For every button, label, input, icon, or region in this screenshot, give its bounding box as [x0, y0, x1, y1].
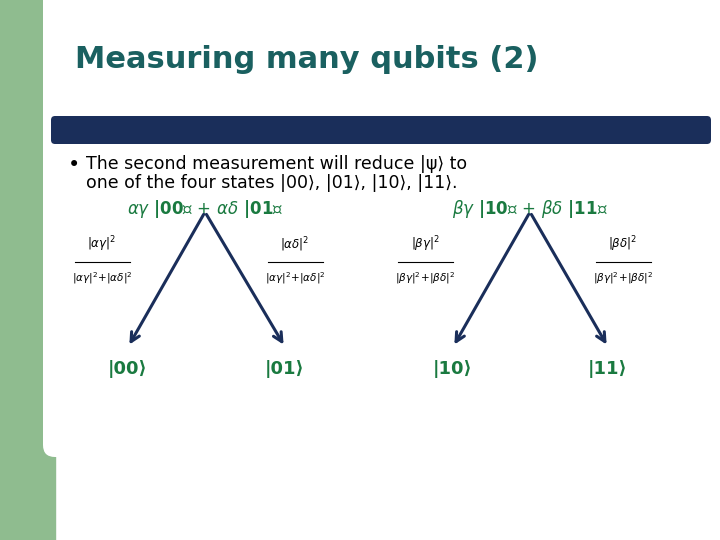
Text: |00⟩: |00⟩	[108, 360, 148, 378]
Text: |10⟩: |10⟩	[433, 360, 473, 378]
Text: Measuring many qubits (2): Measuring many qubits (2)	[75, 45, 539, 75]
Text: $|\alpha\gamma|^2$: $|\alpha\gamma|^2$	[87, 234, 117, 254]
Text: $|\alpha\gamma|^2\!+\!|\alpha\delta|^2$: $|\alpha\gamma|^2\!+\!|\alpha\delta|^2$	[72, 270, 132, 286]
Bar	[0, 0, 55, 540]
Text: The second measurement will reduce |ψ⟩ to: The second measurement will reduce |ψ⟩ t…	[86, 155, 467, 173]
Text: $|\beta\gamma|^2\!+\!|\beta\delta|^2$: $|\beta\gamma|^2\!+\!|\beta\delta|^2$	[593, 270, 653, 286]
Text: $|\beta\gamma|^2\!+\!|\beta\delta|^2$: $|\beta\gamma|^2\!+\!|\beta\delta|^2$	[395, 270, 455, 286]
FancyBboxPatch shape	[40, 95, 720, 540]
Bar	[67, 0, 715, 445]
Bar	[670, 110, 720, 540]
Text: one of the four states |00⟩, |01⟩, |10⟩, |11⟩.: one of the four states |00⟩, |01⟩, |10⟩,…	[86, 174, 457, 192]
Text: •: •	[68, 155, 80, 175]
Text: |01⟩: |01⟩	[265, 360, 305, 378]
Text: $|\beta\gamma|^2$: $|\beta\gamma|^2$	[410, 234, 439, 254]
FancyBboxPatch shape	[43, 0, 720, 457]
Text: $\beta\gamma$ |10〉 $+$ $\beta\delta$ |11〉: $\beta\gamma$ |10〉 $+$ $\beta\delta$ |11…	[452, 198, 608, 220]
Bar	[55, 0, 710, 433]
Text: $\alpha\gamma$ |00〉 $+$ $\alpha\delta$ |01〉: $\alpha\gamma$ |00〉 $+$ $\alpha\delta$ |…	[127, 198, 283, 220]
Bar	[0, 0, 720, 120]
Text: $|\beta\delta|^2$: $|\beta\delta|^2$	[608, 234, 638, 254]
Text: |11⟩: |11⟩	[588, 360, 628, 378]
Text: $|\alpha\delta|^2$: $|\alpha\delta|^2$	[280, 235, 310, 254]
Bar	[55, 500, 720, 540]
Text: $|\alpha\gamma|^2\!+\!|\alpha\delta|^2$: $|\alpha\gamma|^2\!+\!|\alpha\delta|^2$	[265, 270, 325, 286]
FancyBboxPatch shape	[51, 116, 711, 144]
Bar	[55, 120, 720, 540]
